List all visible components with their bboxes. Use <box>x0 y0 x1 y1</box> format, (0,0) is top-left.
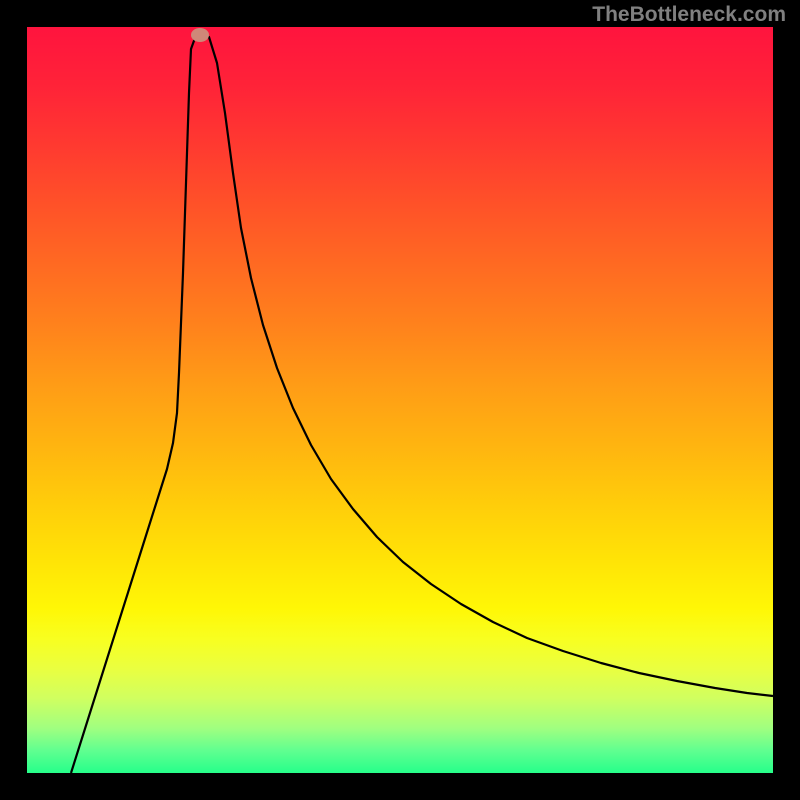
plot-background <box>27 27 773 773</box>
watermark-text: TheBottleneck.com <box>592 3 786 27</box>
figure-frame: TheBottleneck.com <box>0 0 800 800</box>
optimum-marker <box>191 28 209 42</box>
chart-svg <box>0 0 800 800</box>
